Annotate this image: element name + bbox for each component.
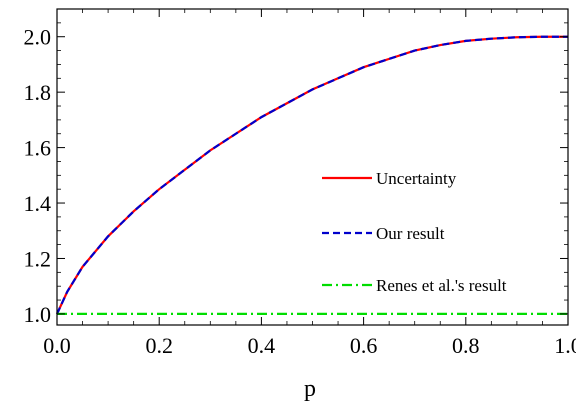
x-tick-label: 0.6 bbox=[350, 333, 378, 358]
y-tick-label: 1.6 bbox=[24, 136, 52, 161]
y-tick-label: 1.8 bbox=[24, 80, 52, 105]
y-tick-label: 2.0 bbox=[24, 25, 52, 50]
x-tick-label: 0.8 bbox=[452, 333, 480, 358]
series-layer bbox=[56, 35, 568, 316]
y-tick-label: 1.0 bbox=[24, 302, 52, 327]
series-line-1 bbox=[56, 35, 568, 315]
legend: Uncertainty Our result Renes et al.'s resu… bbox=[322, 169, 507, 295]
x-tick-label: 1.0 bbox=[554, 333, 576, 358]
y-tick-label: 1.4 bbox=[24, 191, 52, 216]
x-tick-label: 0.4 bbox=[248, 333, 276, 358]
x-axis-label: p bbox=[304, 376, 316, 402]
legend-label: Our result bbox=[376, 224, 445, 243]
y-tick-label: 1.2 bbox=[24, 246, 52, 271]
ticks-layer: 0.0 0.2 0.4 0.6 0.8 1.0 1.0 1.2 1.4 1.6 1.8 2.0 bbox=[24, 8, 576, 358]
legend-label: Uncertainty bbox=[376, 169, 457, 188]
x-tick-label: 0.0 bbox=[43, 333, 71, 358]
legend-label: Renes et al.'s result bbox=[376, 276, 507, 295]
x-tick-label: 0.2 bbox=[145, 333, 173, 358]
